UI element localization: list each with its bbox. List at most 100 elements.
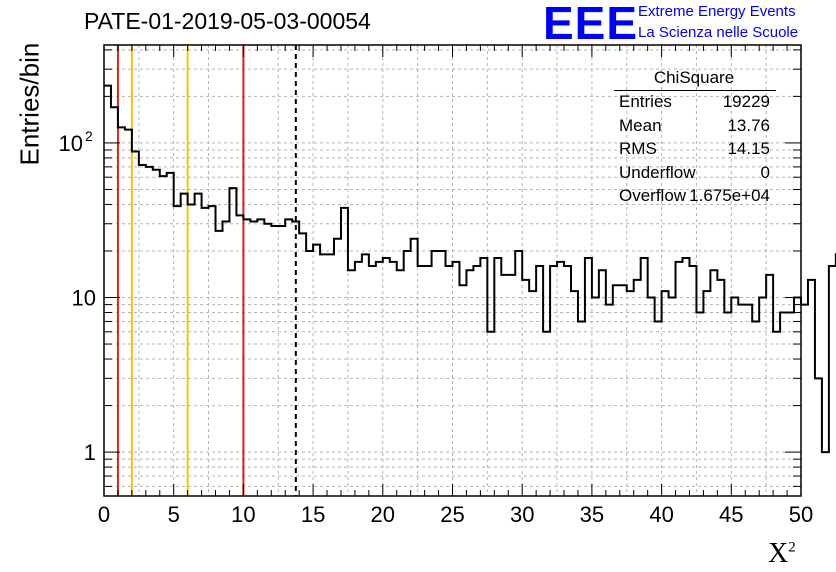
stats-value: 14.15 [727, 139, 770, 158]
histogram-bin [118, 126, 125, 128]
histogram-bin [578, 320, 585, 322]
x-tick-label: 25 [440, 502, 464, 527]
histogram-bin [453, 261, 460, 263]
x-tick-label: 15 [301, 502, 325, 527]
histogram-bin [571, 290, 578, 292]
stats-row: Mean 13.76 [610, 115, 778, 139]
x-tick-label: 20 [371, 502, 395, 527]
histogram-bin [710, 269, 717, 271]
histogram-bin [404, 250, 411, 252]
histogram-bin [522, 279, 529, 281]
histogram-bin [446, 265, 453, 267]
histogram-bin [327, 253, 334, 255]
histogram-bin [585, 257, 592, 259]
histogram-bin [508, 274, 515, 276]
histogram-bin [703, 290, 710, 292]
histogram-bin [731, 297, 738, 299]
histogram-bin [348, 269, 355, 271]
histogram-bin [181, 193, 188, 195]
histogram-bin [264, 223, 271, 225]
histogram-bin [543, 331, 550, 333]
histogram-bin [634, 279, 641, 281]
x-tick-label: 45 [719, 502, 743, 527]
histogram-bin [759, 297, 766, 299]
histogram-bin [132, 151, 139, 153]
histogram-bin [195, 193, 202, 195]
histogram-bin [320, 253, 327, 255]
plot-title: PATE-01-2019-05-03-00054 [84, 8, 371, 34]
histogram-bin [613, 284, 620, 286]
histogram-bin [390, 261, 397, 263]
histogram-bin [334, 238, 341, 240]
histogram-bin [487, 331, 494, 333]
histogram-bin [669, 297, 676, 299]
histogram-bin [557, 261, 564, 263]
histogram-bin [599, 269, 606, 271]
y-tick-exponent: 2 [85, 128, 93, 144]
stats-value: 1.675e+04 [689, 186, 770, 205]
y-axis-label: Entries/bin [14, 42, 45, 166]
histogram-bin [787, 311, 794, 313]
histogram-bin [243, 218, 250, 220]
stats-row: RMS 14.15 [610, 138, 778, 162]
histogram-bin [606, 304, 613, 306]
stats-box: ChiSquare Entries 19229 Mean 13.76 RMS 14.1… [610, 68, 778, 209]
histogram-bin [397, 269, 404, 271]
histogram-bin [104, 85, 111, 87]
histogram-bin [550, 265, 557, 267]
histogram-bin [829, 265, 836, 267]
histogram-bin [160, 175, 167, 177]
histogram-bin [780, 311, 787, 313]
stats-label: Underflow [619, 162, 696, 182]
histogram-bin [425, 265, 432, 267]
histogram-bin [592, 297, 599, 299]
x-axis-label-base: X [768, 538, 789, 569]
histogram-bin [676, 261, 683, 263]
histogram-bin [229, 187, 236, 189]
histogram-bin [202, 207, 209, 209]
histogram-bin [808, 279, 815, 281]
histogram-bin [745, 304, 752, 306]
eee-logo: EEE [543, 0, 639, 49]
histogram-bin [773, 331, 780, 333]
histogram-bin [766, 274, 773, 276]
histogram-bin [724, 311, 731, 313]
histogram-bin [341, 207, 348, 209]
histogram-bin [480, 257, 487, 259]
histogram-bin [683, 257, 690, 259]
histogram-bin [466, 269, 473, 271]
histogram-bin [146, 166, 153, 168]
histogram-bin [216, 230, 223, 232]
reference-lines [116, 45, 297, 496]
histogram-bin [662, 290, 669, 292]
histogram-bin [299, 232, 306, 234]
histogram-bin [306, 250, 313, 252]
histogram-bin [529, 290, 536, 292]
histogram-bin [689, 265, 696, 267]
histogram-bin [641, 257, 648, 259]
histogram-bin [459, 284, 466, 286]
x-tick-label: 30 [510, 502, 534, 527]
stats-row: Underflow 0 [610, 162, 778, 186]
x-tick-label: 5 [168, 502, 180, 527]
histogram-bin [815, 377, 822, 379]
histogram-bin [627, 290, 634, 292]
histogram-bin [418, 265, 425, 267]
histogram-bin [536, 265, 543, 267]
histogram-bin [432, 250, 439, 252]
stats-row: Entries 19229 [610, 91, 778, 115]
histogram-bin [222, 221, 229, 223]
histogram-bin [285, 218, 292, 220]
histogram-bin [494, 257, 501, 259]
histogram-bin [411, 238, 418, 240]
stats-label: Mean [619, 115, 662, 135]
stats-value: 19229 [722, 92, 770, 111]
histogram-bin [515, 250, 522, 252]
histogram-bin [648, 297, 655, 299]
x-tick-label: 10 [231, 502, 255, 527]
histogram-bin [278, 225, 285, 227]
histogram-bin [369, 265, 376, 267]
logo-text-line2: La Scienza nelle Scuole [638, 24, 799, 41]
x-tick-label: 35 [580, 502, 604, 527]
